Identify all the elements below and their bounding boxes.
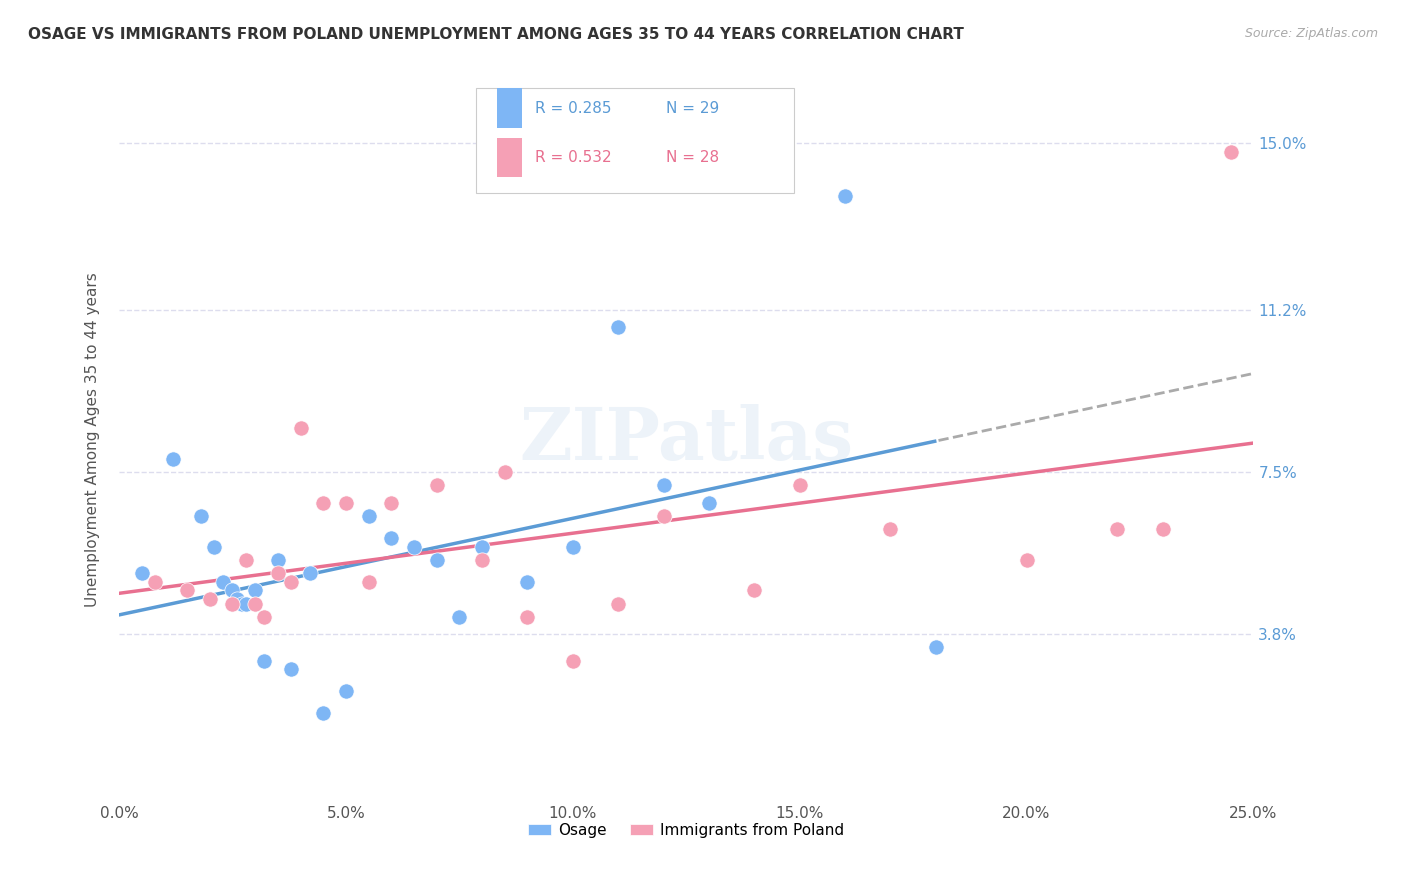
Text: N = 28: N = 28 [666, 150, 718, 165]
Point [1015, 553, 1038, 567]
Point [235, 553, 257, 567]
Text: R = 0.285: R = 0.285 [536, 101, 612, 116]
Point [426, 478, 449, 492]
Point [143, 574, 166, 589]
Point [652, 508, 675, 523]
Point [335, 496, 357, 510]
Point [426, 553, 449, 567]
Point [253, 609, 276, 624]
Point [312, 706, 335, 721]
Point [834, 189, 856, 203]
Point [357, 574, 380, 589]
Point [231, 597, 253, 611]
Text: Source: ZipAtlas.com: Source: ZipAtlas.com [1244, 27, 1378, 40]
Point [742, 583, 765, 598]
Point [471, 540, 494, 554]
Point [516, 609, 538, 624]
Point [357, 508, 380, 523]
Point [380, 531, 402, 545]
Point [652, 478, 675, 492]
Text: N = 29: N = 29 [666, 101, 718, 116]
Point [561, 654, 583, 668]
Point [253, 654, 276, 668]
Point [471, 553, 494, 567]
FancyBboxPatch shape [477, 88, 794, 194]
Point [561, 540, 583, 554]
Point [298, 566, 321, 580]
Text: R = 0.532: R = 0.532 [536, 150, 612, 165]
Point [131, 566, 153, 580]
Point [280, 662, 302, 676]
Point [380, 496, 402, 510]
Point [449, 609, 471, 624]
Point [335, 684, 357, 698]
Point [212, 574, 235, 589]
Point [402, 540, 425, 554]
Point [190, 508, 212, 523]
FancyBboxPatch shape [496, 88, 522, 128]
Point [494, 465, 516, 479]
Text: OSAGE VS IMMIGRANTS FROM POLAND UNEMPLOYMENT AMONG AGES 35 TO 44 YEARS CORRELATI: OSAGE VS IMMIGRANTS FROM POLAND UNEMPLOY… [28, 27, 965, 42]
Point [221, 583, 243, 598]
Point [516, 574, 538, 589]
Point [243, 583, 266, 598]
Point [290, 421, 312, 435]
Legend: Osage, Immigrants from Poland: Osage, Immigrants from Poland [522, 817, 851, 844]
Point [879, 522, 901, 536]
Point [1107, 522, 1129, 536]
Point [789, 478, 811, 492]
Point [925, 640, 948, 655]
Y-axis label: Unemployment Among Ages 35 to 44 years: Unemployment Among Ages 35 to 44 years [86, 272, 100, 607]
Point [1219, 145, 1241, 159]
Point [202, 540, 225, 554]
Point [267, 553, 290, 567]
Point [607, 597, 630, 611]
Point [243, 597, 266, 611]
Point [162, 451, 184, 466]
Point [267, 566, 290, 580]
Point [312, 496, 335, 510]
Point [198, 592, 221, 607]
Point [226, 592, 249, 607]
Point [280, 574, 302, 589]
Text: ZIPatlas: ZIPatlas [519, 404, 853, 475]
Point [221, 597, 243, 611]
Point [176, 583, 198, 598]
Point [607, 320, 630, 334]
FancyBboxPatch shape [496, 137, 522, 178]
Point [1152, 522, 1174, 536]
Point [697, 496, 720, 510]
Point [235, 597, 257, 611]
